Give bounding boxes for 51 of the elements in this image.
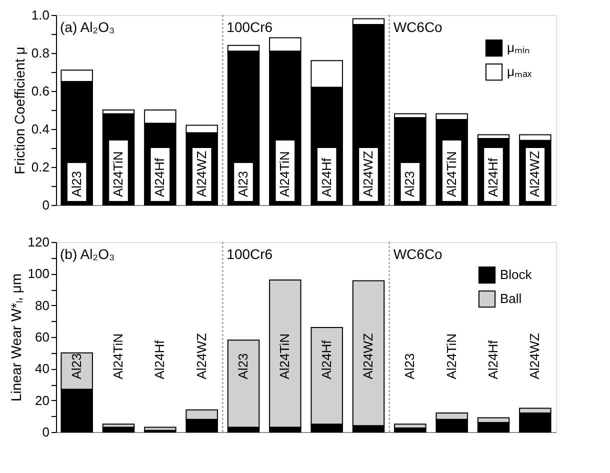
y-axis-title: Linear Wear W*ₗ, μm bbox=[8, 273, 24, 402]
y-tick-label: 80 bbox=[35, 298, 50, 313]
legend-label: μₘₐₓ bbox=[507, 64, 532, 79]
annotation: WC6Co bbox=[393, 246, 443, 262]
y-tick-label: 100 bbox=[28, 266, 50, 282]
y-tick-label: 0.2 bbox=[31, 160, 50, 174]
category-label: Al23 bbox=[68, 353, 84, 380]
category-label: Al24TiN bbox=[444, 333, 459, 380]
category-label: Al23 bbox=[402, 170, 418, 197]
category-label: Al24WZ bbox=[360, 333, 376, 380]
category-label: Al24WZ bbox=[194, 333, 209, 380]
category-label: Al24TiN bbox=[277, 333, 292, 380]
y-tick-label: 0 bbox=[42, 424, 50, 440]
category-label: Al23 bbox=[402, 353, 418, 380]
category-label: Al24Hf bbox=[318, 158, 334, 197]
y-tick-label: 40 bbox=[35, 361, 50, 376]
bar bbox=[144, 426, 176, 431]
y-axis-title: Friction Coefficient μ bbox=[11, 46, 28, 174]
y-tick-label: 120 bbox=[28, 234, 50, 250]
legend-label: Block bbox=[500, 267, 532, 282]
category-label: Al23 bbox=[236, 170, 250, 197]
y-tick-label: 60 bbox=[35, 330, 50, 344]
category-label: Al24TiN bbox=[444, 151, 459, 197]
y-tick-label: 0.4 bbox=[31, 122, 50, 136]
category-label: Al24Hf bbox=[318, 340, 334, 380]
y-tick-label: 1.0 bbox=[31, 8, 50, 22]
category-label: Al24WZ bbox=[527, 333, 542, 380]
annotation: 100Cr6 bbox=[226, 246, 273, 262]
annotation: (b) Al₂O₃ bbox=[60, 246, 115, 262]
y-tick-label: 0 bbox=[42, 198, 50, 212]
category-label: Al24Hf bbox=[152, 158, 168, 197]
legend-label: μₘᵢₙ bbox=[507, 40, 530, 55]
category-label: Al24Hf bbox=[486, 340, 500, 380]
y-tick-label: 0.8 bbox=[31, 46, 50, 60]
category-label: Al24WZ bbox=[527, 150, 542, 197]
annotation: 100Cr6 bbox=[226, 19, 273, 35]
category-label: Al23 bbox=[236, 353, 250, 380]
category-label: Al24TiN bbox=[110, 151, 126, 197]
category-label: Al24WZ bbox=[194, 150, 209, 197]
legend-label: Ball bbox=[500, 291, 522, 306]
bar bbox=[394, 424, 426, 429]
category-label: Al24WZ bbox=[360, 150, 376, 197]
category-label: Al24TiN bbox=[277, 151, 292, 197]
y-tick-label: 0.6 bbox=[31, 84, 50, 98]
y-tick-label: 20 bbox=[35, 392, 50, 408]
annotation: (a) Al₂O₃ bbox=[60, 19, 115, 35]
category-label: Al24Hf bbox=[486, 158, 500, 197]
category-label: Al24Hf bbox=[152, 340, 168, 380]
category-label: Al24TiN bbox=[110, 333, 126, 380]
annotation: WC6Co bbox=[393, 19, 443, 35]
category-label: Al23 bbox=[68, 170, 84, 197]
